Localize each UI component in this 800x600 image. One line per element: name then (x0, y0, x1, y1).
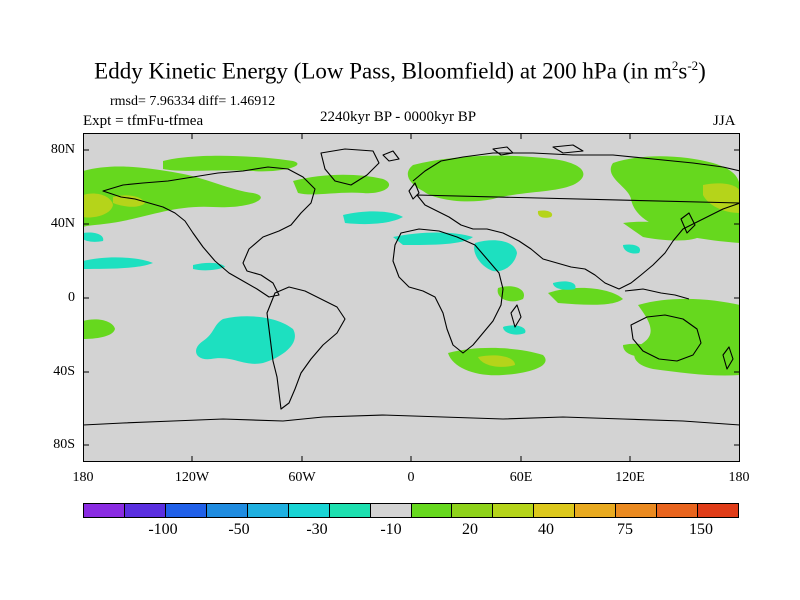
anomaly-indian-ocean-south (503, 325, 526, 335)
core-south-atlantic (478, 355, 515, 367)
lon-label-60w: 60W (288, 470, 316, 485)
positive-core-regions (83, 183, 740, 367)
coast-arctic-islands (382, 144, 584, 162)
anomaly-south-pacific-west (83, 319, 115, 339)
coast-south-america (266, 286, 346, 410)
anomaly-china-sea (623, 244, 641, 254)
anomaly-south-indian-east (623, 343, 654, 357)
colorbar-label: -50 (228, 521, 250, 538)
anomaly-europe-asia (407, 155, 584, 202)
colorbar-label: -30 (306, 521, 328, 538)
lon-label-0: 0 (407, 470, 415, 485)
negative-anomaly-regions (83, 211, 641, 364)
core-alaska (113, 195, 145, 207)
coast-north-america (102, 166, 316, 298)
lon-label-180e: 180 (728, 470, 750, 485)
coast-eurasia (412, 152, 741, 290)
anomaly-south-pacific (196, 316, 295, 364)
season-label: JJA (713, 113, 736, 129)
anomaly-east-pacific-40n (623, 221, 703, 241)
colorbar-label: -10 (380, 521, 402, 538)
colorbar-box (165, 504, 207, 517)
colorbar-box (534, 504, 576, 517)
anomaly-north-pacific (83, 166, 261, 227)
colorbar-label: -100 (148, 521, 178, 538)
coast-britain (408, 182, 420, 200)
anomaly-arabia (474, 240, 517, 272)
anomaly-north-atlantic-sub (343, 211, 403, 225)
lon-label-120w: 120W (174, 470, 210, 485)
coast-greenland (320, 148, 380, 186)
lat-label-80s: 80S (53, 437, 75, 452)
anomaly-siberia (610, 156, 740, 243)
anomaly-north-atlantic (293, 174, 390, 195)
colorbar-box (411, 504, 453, 517)
colorbar-box (206, 504, 248, 517)
lat-label-80n: 80N (50, 142, 75, 157)
anomaly-central-africa (497, 286, 524, 302)
core-siberia (703, 183, 740, 213)
positive-anomaly-regions (83, 155, 740, 376)
core-north-pacific (83, 193, 113, 218)
colorbar-box (84, 504, 125, 517)
colorbar-box (329, 504, 371, 517)
anomaly-pacific-40n (83, 232, 104, 242)
anomaly-indian-ocean (548, 287, 623, 305)
colorbar-box (288, 504, 330, 517)
lon-label-180w: 180 (72, 470, 94, 485)
coast-madagascar (510, 304, 522, 328)
colorbar-box (698, 504, 738, 517)
colorbar-label: 150 (689, 521, 713, 538)
anomaly-indian-ocean-east (553, 281, 576, 290)
lat-label-40n: 40N (50, 216, 75, 231)
colorbar-label: 20 (462, 521, 478, 538)
colorbar-box (247, 504, 289, 517)
colorbar-box (370, 504, 412, 517)
colorbar-box (616, 504, 658, 517)
period-label: 2240kyr BP - 0000kyr BP (320, 109, 477, 125)
anomaly-east-pacific-tropic (193, 262, 225, 271)
rmsd-diff-text: rmsd= 7.96334 diff= 1.46912 (110, 94, 276, 109)
colorbar-label: 40 (538, 521, 554, 538)
colorbar-box (124, 504, 166, 517)
lat-label-40s: 40S (53, 364, 75, 379)
coast-japan (680, 212, 696, 234)
coast-indonesia (624, 288, 690, 300)
experiment-label: Expt = tfmFu-tfmea (83, 113, 204, 129)
colorbar (83, 503, 739, 518)
colorbar-box (452, 504, 494, 517)
colorbar-box (493, 504, 535, 517)
coast-africa (392, 228, 504, 354)
map-svg (82, 133, 741, 462)
map-panel (82, 133, 741, 462)
chart-title: Eddy Kinetic Energy (Low Pass, Bloomfiel… (94, 58, 706, 84)
colorbar-box (575, 504, 617, 517)
lon-label-60e: 60E (509, 470, 533, 485)
colorbar-label: 75 (617, 521, 633, 538)
anomaly-australia-band (634, 298, 740, 376)
map-frame (83, 133, 740, 462)
core-central-asia (537, 210, 553, 218)
coast-australia (630, 314, 702, 362)
lon-label-120e: 120E (615, 470, 645, 485)
lat-label-0: 0 (68, 290, 75, 305)
anomaly-pacific-sub (83, 257, 153, 269)
coast-antarctica (82, 414, 741, 426)
colorbar-box (657, 504, 699, 517)
coastlines (82, 144, 741, 426)
coast-new-zealand (722, 346, 734, 370)
